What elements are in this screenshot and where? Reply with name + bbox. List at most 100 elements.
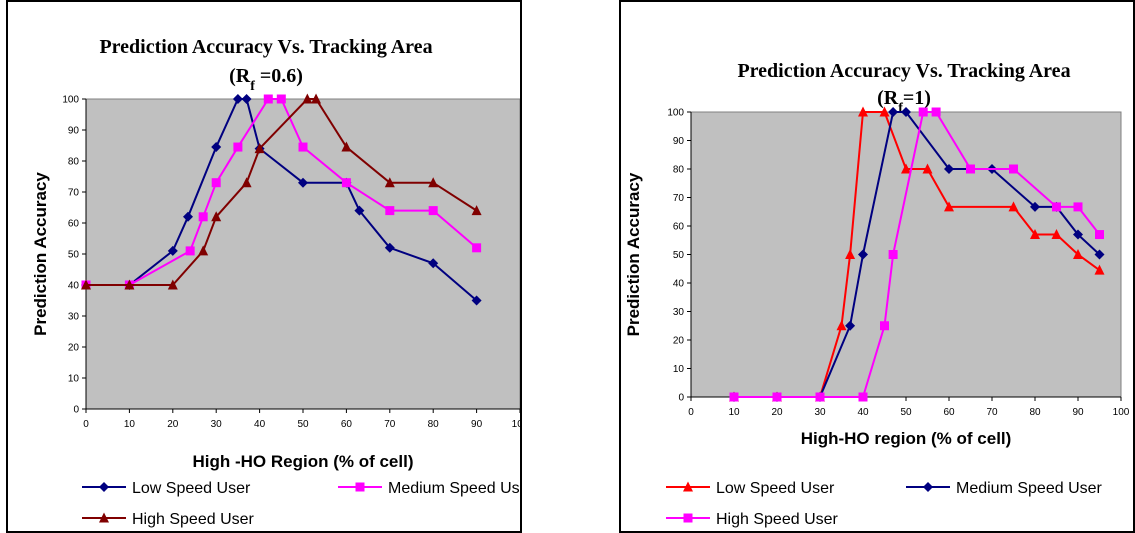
legend-label: Low Speed User [132, 480, 251, 497]
y-tick-label: 30 [68, 312, 80, 323]
legend-marker [99, 482, 109, 492]
x-tick-label: 80 [428, 419, 440, 430]
data-point-1 [298, 142, 308, 152]
data-point-2 [341, 141, 352, 152]
data-point-0 [471, 295, 482, 306]
legend-label: High Speed User [132, 511, 255, 528]
legend-marker [355, 482, 365, 492]
data-point-0 [211, 142, 222, 153]
x-tick-label: 10 [124, 419, 136, 430]
x-tick-label: 50 [900, 407, 912, 418]
data-point-2 [880, 321, 889, 331]
data-point-2 [384, 177, 395, 188]
data-point-1 [341, 178, 351, 188]
subtitle-prefix: (R [877, 87, 899, 109]
data-point-0 [384, 242, 395, 253]
x-tick-label: 10 [728, 407, 740, 418]
subtitle-suffix: =1) [903, 87, 931, 109]
data-point-2 [81, 279, 91, 290]
data-point-1 [1073, 229, 1083, 240]
y-tick-label: 70 [68, 188, 80, 199]
data-point-1 [944, 164, 954, 174]
legend-label: High Speed User [716, 511, 839, 528]
y-tick-label: 40 [673, 279, 685, 290]
data-point-2 [772, 392, 782, 402]
data-point-0 [167, 245, 178, 256]
legend-label: Medium Speed User [388, 480, 520, 497]
data-point-2 [1009, 164, 1018, 174]
chart-subtitle: (Rf=1) [877, 87, 931, 116]
data-point-2 [966, 164, 975, 174]
y-tick-label: 100 [62, 95, 79, 106]
data-point-1 [233, 142, 243, 152]
data-point-0 [901, 163, 911, 174]
x-tick-label: 50 [297, 419, 309, 430]
x-tick-label: 20 [167, 419, 179, 430]
data-point-2 [729, 392, 739, 402]
y-tick-label: 80 [68, 157, 80, 168]
x-axis-title: High -HO Region (% of cell) [193, 452, 414, 471]
legend-label: Low Speed User [716, 480, 835, 497]
x-tick-label: 40 [254, 419, 266, 430]
data-point-2 [888, 250, 898, 259]
y-tick-label: 70 [673, 193, 685, 204]
data-point-0 [944, 201, 954, 212]
y-tick-label: 80 [673, 165, 685, 176]
data-point-1 [263, 94, 273, 104]
x-tick-label: 0 [83, 419, 89, 430]
data-point-1 [472, 243, 482, 253]
x-tick-label: 90 [471, 419, 483, 430]
y-tick-label: 30 [673, 307, 685, 318]
data-point-0 [241, 94, 252, 104]
x-tick-label: 60 [943, 407, 955, 418]
y-tick-label: 10 [673, 364, 685, 375]
data-point-2 [211, 211, 222, 222]
data-point-0 [1008, 201, 1019, 212]
data-point-0 [879, 106, 890, 117]
legend-marker [923, 482, 933, 492]
y-tick-label: 50 [673, 250, 685, 261]
x-tick-label: 70 [986, 407, 998, 418]
data-point-1 [428, 206, 438, 216]
data-point-0 [858, 106, 868, 117]
y-tick-label: 100 [667, 108, 684, 119]
data-point-1 [385, 206, 395, 216]
x-tick-label: 100 [512, 419, 520, 430]
data-point-0 [354, 205, 365, 216]
data-point-0 [1030, 229, 1040, 240]
data-point-2 [124, 279, 135, 290]
data-point-2 [254, 143, 265, 154]
y-tick-label: 60 [68, 219, 80, 230]
data-point-0 [845, 249, 856, 259]
y-tick-label: 90 [68, 126, 80, 137]
data-point-0 [1094, 264, 1105, 275]
x-tick-label: 20 [771, 407, 783, 418]
x-axis-title: High-HO region (% of cell) [801, 429, 1012, 448]
x-tick-label: 30 [211, 419, 223, 430]
subtitle-subscript: f [250, 79, 255, 94]
data-point-1 [185, 246, 195, 256]
x-tick-label: 100 [1113, 407, 1130, 418]
data-point-1 [845, 320, 856, 331]
y-tick-label: 40 [68, 281, 80, 292]
data-point-1 [198, 212, 208, 222]
data-point-1 [211, 178, 221, 188]
data-point-0 [298, 177, 308, 188]
data-point-0 [1073, 249, 1083, 259]
y-axis-title: Prediction Accuracy [624, 172, 643, 336]
y-tick-label: 0 [678, 393, 684, 404]
data-point-2 [1095, 230, 1104, 240]
y-tick-label: 20 [673, 336, 685, 347]
y-tick-label: 90 [673, 136, 685, 147]
data-point-1 [858, 249, 868, 260]
x-tick-label: 40 [857, 407, 869, 418]
data-point-2 [931, 107, 941, 117]
legend-marker [683, 513, 693, 523]
chart-right-svg: Prediction Accuracy Vs. Tracking Area (Rf… [624, 60, 1130, 528]
subtitle-prefix: (R [229, 65, 251, 87]
x-tick-label: 80 [1029, 407, 1041, 418]
data-point-0 [922, 163, 933, 174]
y-tick-label: 0 [73, 405, 79, 416]
data-point-0 [182, 211, 193, 222]
chart-title: Prediction Accuracy Vs. Tracking Area [99, 36, 432, 58]
